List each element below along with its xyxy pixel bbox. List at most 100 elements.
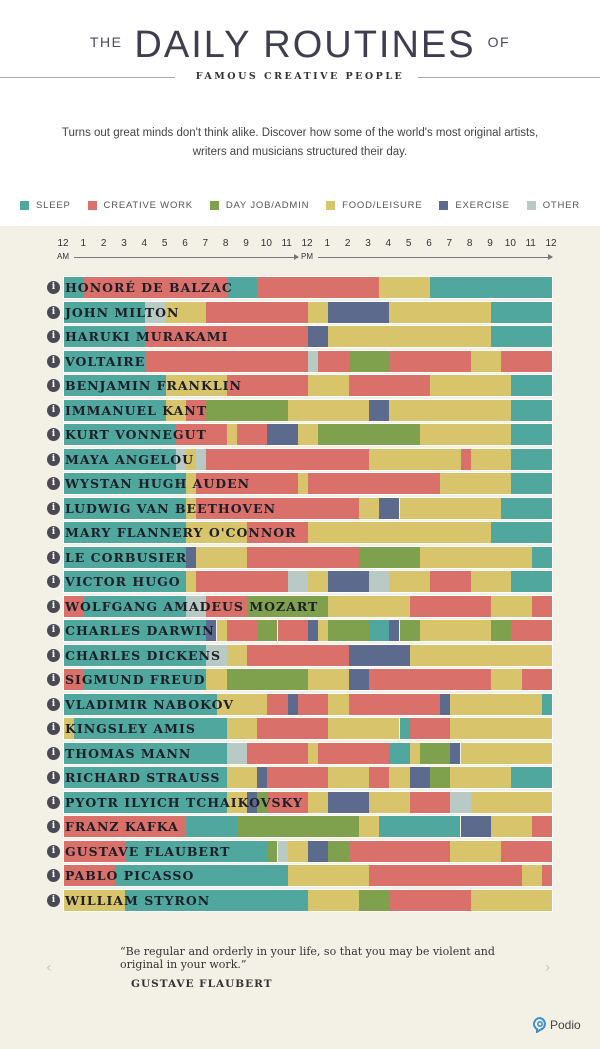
segment-food-leisure[interactable]: [460, 742, 552, 764]
routine-row[interactable]: i MAYA ANGELOU: [0, 447, 600, 471]
routine-bar[interactable]: [63, 472, 553, 495]
segment-creative-work[interactable]: [277, 620, 308, 641]
routine-bar[interactable]: [63, 447, 553, 471]
segment-creative-work[interactable]: [64, 595, 85, 617]
segment-creative-work[interactable]: [64, 669, 85, 690]
segment-other[interactable]: [450, 791, 471, 813]
segment-food-leisure[interactable]: [287, 840, 308, 862]
segment-food-leisure[interactable]: [308, 522, 491, 543]
segment-creative-work[interactable]: [318, 742, 390, 764]
routine-bar[interactable]: [63, 643, 553, 667]
routine-row[interactable]: i JOHN MILTON: [0, 300, 600, 324]
segment-creative-work[interactable]: [267, 767, 329, 788]
routine-row[interactable]: i KURT VONNEGUT: [0, 423, 600, 446]
segment-sleep[interactable]: [491, 301, 552, 323]
segment-day-job-admin[interactable]: [226, 669, 308, 690]
segment-sleep[interactable]: [511, 424, 552, 445]
segment-sleep[interactable]: [511, 448, 552, 470]
routine-row[interactable]: i VLADIMIR NABOKOV: [0, 692, 600, 716]
segment-creative-work[interactable]: [257, 277, 380, 298]
segment-exercise[interactable]: [328, 571, 369, 592]
routine-row[interactable]: i THOMAS MANN: [0, 741, 600, 765]
info-icon[interactable]: i: [47, 305, 60, 319]
segment-creative-work[interactable]: [206, 448, 369, 470]
info-icon[interactable]: i: [47, 722, 60, 735]
segment-other[interactable]: [175, 448, 186, 470]
segment-sleep[interactable]: [186, 816, 237, 837]
info-icon[interactable]: i: [47, 575, 60, 588]
segment-creative-work[interactable]: [369, 669, 491, 690]
segment-creative-work[interactable]: [84, 277, 227, 298]
segment-creative-work[interactable]: [64, 840, 125, 862]
segment-creative-work[interactable]: [226, 620, 258, 641]
routine-bar[interactable]: [63, 545, 553, 569]
segment-sleep[interactable]: [64, 620, 207, 641]
info-icon[interactable]: i: [47, 281, 60, 294]
segment-creative-work[interactable]: [206, 595, 247, 617]
segment-sleep[interactable]: [64, 473, 186, 494]
segment-food-leisure[interactable]: [328, 326, 491, 347]
segment-creative-work[interactable]: [409, 791, 451, 813]
segment-day-job-admin[interactable]: [358, 889, 390, 911]
segment-food-leisure[interactable]: [450, 840, 502, 862]
segment-food-leisure[interactable]: [450, 718, 552, 739]
segment-exercise[interactable]: [308, 840, 329, 862]
segment-food-leisure[interactable]: [369, 791, 410, 813]
segment-food-leisure[interactable]: [450, 693, 542, 715]
segment-sleep[interactable]: [541, 693, 552, 715]
segment-food-leisure[interactable]: [196, 546, 247, 568]
segment-creative-work[interactable]: [369, 767, 390, 788]
routine-bar[interactable]: [63, 349, 553, 373]
info-icon[interactable]: i: [47, 403, 60, 417]
segment-sleep[interactable]: [64, 326, 146, 347]
segment-food-leisure[interactable]: [206, 669, 227, 690]
routine-bar[interactable]: [63, 766, 553, 789]
segment-sleep[interactable]: [64, 497, 186, 519]
segment-food-leisure[interactable]: [470, 889, 552, 911]
segment-food-leisure[interactable]: [226, 644, 247, 666]
segment-creative-work[interactable]: [389, 350, 471, 372]
segment-creative-work[interactable]: [409, 718, 451, 739]
segment-sleep[interactable]: [74, 718, 227, 739]
segment-food-leisure[interactable]: [409, 742, 420, 764]
info-icon[interactable]: i: [47, 869, 60, 882]
info-icon[interactable]: i: [47, 795, 60, 809]
segment-day-job-admin[interactable]: [399, 620, 420, 641]
info-icon[interactable]: i: [47, 599, 60, 613]
segment-sleep[interactable]: [379, 816, 461, 837]
segment-sleep[interactable]: [226, 277, 258, 298]
segment-creative-work[interactable]: [318, 350, 349, 372]
segment-other[interactable]: [287, 571, 308, 592]
segment-other[interactable]: [277, 840, 288, 862]
segment-creative-work[interactable]: [501, 350, 552, 372]
segment-food-leisure[interactable]: [216, 620, 227, 641]
routine-bar[interactable]: [63, 741, 553, 765]
routine-bar[interactable]: [63, 570, 553, 593]
routine-row[interactable]: i CHARLES DICKENS: [0, 643, 600, 667]
routine-row[interactable]: i VICTOR HUGO: [0, 570, 600, 593]
segment-exercise[interactable]: [206, 620, 217, 641]
info-icon[interactable]: i: [47, 673, 60, 686]
segment-exercise[interactable]: [186, 546, 197, 568]
segment-food-leisure[interactable]: [64, 718, 75, 739]
segment-creative-work[interactable]: [348, 693, 441, 715]
info-icon[interactable]: i: [47, 428, 60, 441]
segment-food-leisure[interactable]: [308, 375, 349, 396]
segment-sleep[interactable]: [511, 473, 552, 494]
segment-creative-work[interactable]: [531, 816, 552, 837]
segment-sleep[interactable]: [531, 546, 552, 568]
segment-creative-work[interactable]: [297, 693, 329, 715]
segment-creative-work[interactable]: [541, 865, 552, 886]
segment-creative-work[interactable]: [460, 448, 471, 470]
routine-bar[interactable]: [63, 276, 553, 299]
routine-row[interactable]: i IMMANUEL KANT: [0, 398, 600, 422]
segment-food-leisure[interactable]: [491, 816, 532, 837]
podio-logo[interactable]: Podio: [533, 1017, 581, 1033]
segment-food-leisure[interactable]: [399, 497, 502, 519]
segment-creative-work[interactable]: [348, 375, 430, 396]
segment-food-leisure[interactable]: [389, 767, 410, 788]
segment-other[interactable]: [369, 571, 390, 592]
segment-food-leisure[interactable]: [186, 473, 197, 494]
segment-creative-work[interactable]: [145, 326, 308, 347]
segment-food-leisure[interactable]: [297, 424, 319, 445]
